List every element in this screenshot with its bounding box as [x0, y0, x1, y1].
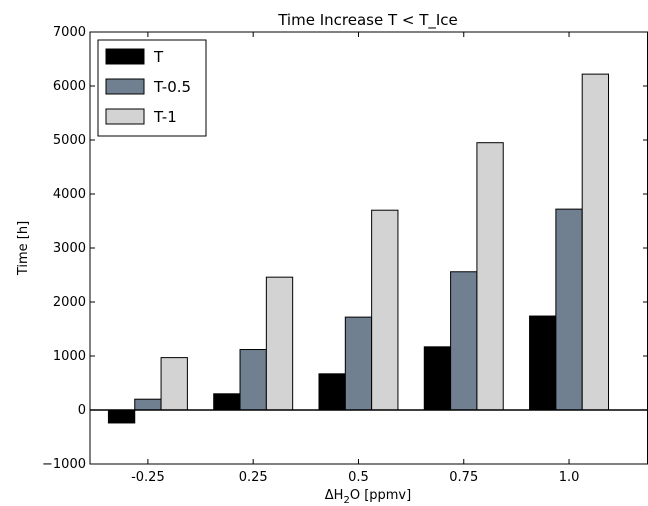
x-tick-label: 0.5 — [348, 470, 369, 485]
bar-T-0.5-0.25 — [239, 349, 267, 411]
x-axis-label-rest: O [ppmv] — [350, 488, 411, 503]
bar-T-0.5-0.5 — [344, 316, 373, 411]
x-tick-label: 1.0 — [559, 470, 580, 485]
bar-T-1-0.75 — [476, 142, 504, 411]
bar-T-1.0 — [529, 315, 557, 411]
y-axis-label: Time [h] — [16, 221, 31, 276]
bar-T-0.5--0.25 — [134, 398, 162, 411]
x-tick-label: -0.25 — [131, 470, 165, 485]
bar-T-0.25 — [213, 393, 241, 411]
bar-T-0.5-0.75 — [450, 271, 478, 411]
legend-swatch-T-1 — [105, 108, 145, 125]
y-tick-label: 0 — [78, 403, 86, 418]
legend-swatch-T — [105, 48, 145, 65]
bar-T-0.5-1.0 — [555, 208, 583, 411]
y-tick-label: 2000 — [53, 295, 86, 310]
y-tick-label: −1000 — [42, 457, 86, 472]
x-tick-label: 0.75 — [449, 470, 478, 485]
y-tick-label: 3000 — [53, 241, 86, 256]
y-tick-label: 7000 — [53, 25, 86, 40]
legend-swatch-T-0.5 — [105, 78, 145, 95]
x-axis-label-subscript: 2 — [343, 495, 349, 506]
x-axis-label: ΔH2O [ppmv] — [325, 488, 411, 506]
x-axis-label-delta: ΔH — [325, 488, 344, 503]
bar-T-0.75 — [423, 346, 452, 411]
bar-T-0.5 — [318, 373, 346, 411]
bar-T--0.25 — [107, 409, 136, 424]
bars-group — [107, 73, 610, 424]
x-tick-label: 0.25 — [239, 470, 268, 485]
legend-label-T-0.5: T-0.5 — [153, 78, 191, 96]
ticks-group: −1000 0 1000 2000 3000 4000 5000 6000 7000 -0.25 0… — [42, 25, 648, 485]
y-tick-label: 1000 — [53, 349, 86, 364]
y-tick-label: 6000 — [53, 79, 86, 94]
y-tick-label: 5000 — [53, 133, 86, 148]
chart-title: Time Increase T < T_Ice — [277, 11, 458, 30]
bar-T-1-1.0 — [581, 73, 610, 411]
legend: T T-0.5 T-1 — [97, 39, 207, 137]
legend-label-T: T — [153, 48, 164, 66]
bar-T-1--0.25 — [160, 357, 188, 411]
y-tick-label: 4000 — [53, 187, 86, 202]
bar-T-1-0.25 — [265, 276, 294, 411]
legend-label-T-1: T-1 — [153, 108, 177, 126]
bar-T-1-0.5 — [371, 209, 399, 411]
